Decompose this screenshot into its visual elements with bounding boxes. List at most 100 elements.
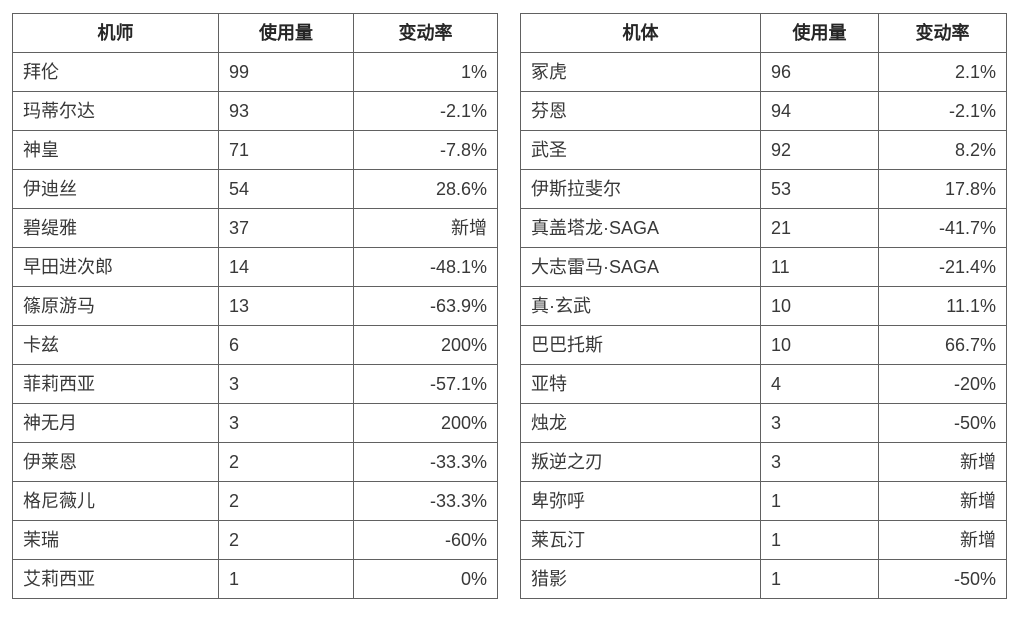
pilot-table-body: 拜伦 99 1% 玛蒂尔达 93 -2.1% 神皇 71 -7.8% 伊迪丝 54 28.6% 碧缇雅 3… bbox=[12, 52, 498, 599]
name-cell: 拜伦 bbox=[12, 52, 219, 92]
table-row: 卡兹 6 200% bbox=[12, 325, 498, 365]
header-row: 机体 使用量 变动率 bbox=[520, 13, 1007, 53]
usage-cell: 99 bbox=[218, 52, 354, 92]
name-cell: 伊斯拉斐尔 bbox=[520, 169, 761, 209]
table-row: 早田进次郎 14 -48.1% bbox=[12, 247, 498, 287]
name-cell: 篠原游马 bbox=[12, 286, 219, 326]
change-cell: 17.8% bbox=[878, 169, 1007, 209]
usage-cell: 53 bbox=[760, 169, 879, 209]
mecha-usage-table: 机体 使用量 变动率 冢虎 96 2.1% 芬恩 94 -2.1% 武圣 92 8.2% 伊斯拉斐尔 5… bbox=[520, 13, 1007, 599]
name-cell: 卡兹 bbox=[12, 325, 219, 365]
header-usage-cell: 使用量 bbox=[218, 13, 354, 53]
name-cell: 猎影 bbox=[520, 559, 761, 599]
usage-cell: 94 bbox=[760, 91, 879, 131]
header-usage-cell: 使用量 bbox=[760, 13, 879, 53]
change-cell: -33.3% bbox=[353, 442, 498, 482]
usage-cell: 96 bbox=[760, 52, 879, 92]
table-row: 冢虎 96 2.1% bbox=[520, 52, 1007, 92]
usage-cell: 13 bbox=[218, 286, 354, 326]
change-cell: 新增 bbox=[353, 208, 498, 248]
table-row: 玛蒂尔达 93 -2.1% bbox=[12, 91, 498, 131]
table-row: 伊莱恩 2 -33.3% bbox=[12, 442, 498, 482]
table-row: 拜伦 99 1% bbox=[12, 52, 498, 92]
pilot-table-header: 机师 使用量 变动率 bbox=[12, 13, 498, 53]
name-cell: 真·玄武 bbox=[520, 286, 761, 326]
table-row: 巴巴托斯 10 66.7% bbox=[520, 325, 1007, 365]
name-cell: 格尼薇儿 bbox=[12, 481, 219, 521]
usage-cell: 1 bbox=[760, 481, 879, 521]
table-row: 真盖塔龙·SAGA 21 -41.7% bbox=[520, 208, 1007, 248]
change-cell: 200% bbox=[353, 325, 498, 365]
usage-cell: 3 bbox=[760, 442, 879, 482]
header-change-cell: 变动率 bbox=[878, 13, 1007, 53]
header-change-cell: 变动率 bbox=[353, 13, 498, 53]
usage-cell: 1 bbox=[760, 520, 879, 560]
change-cell: -2.1% bbox=[878, 91, 1007, 131]
change-cell: -57.1% bbox=[353, 364, 498, 404]
name-cell: 茉瑞 bbox=[12, 520, 219, 560]
usage-cell: 2 bbox=[218, 442, 354, 482]
name-cell: 叛逆之刃 bbox=[520, 442, 761, 482]
name-cell: 真盖塔龙·SAGA bbox=[520, 208, 761, 248]
change-cell: -63.9% bbox=[353, 286, 498, 326]
change-cell: 新增 bbox=[878, 520, 1007, 560]
change-cell: -60% bbox=[353, 520, 498, 560]
name-cell: 神无月 bbox=[12, 403, 219, 443]
name-cell: 伊迪丝 bbox=[12, 169, 219, 209]
usage-cell: 1 bbox=[760, 559, 879, 599]
change-cell: 28.6% bbox=[353, 169, 498, 209]
table-row: 格尼薇儿 2 -33.3% bbox=[12, 481, 498, 521]
table-row: 芬恩 94 -2.1% bbox=[520, 91, 1007, 131]
change-cell: 0% bbox=[353, 559, 498, 599]
usage-cell: 4 bbox=[760, 364, 879, 404]
usage-cell: 11 bbox=[760, 247, 879, 287]
change-cell: -48.1% bbox=[353, 247, 498, 287]
usage-cell: 10 bbox=[760, 325, 879, 365]
table-row: 篠原游马 13 -63.9% bbox=[12, 286, 498, 326]
change-cell: 11.1% bbox=[878, 286, 1007, 326]
name-cell: 伊莱恩 bbox=[12, 442, 219, 482]
name-cell: 大志雷马·SAGA bbox=[520, 247, 761, 287]
usage-cell: 2 bbox=[218, 481, 354, 521]
name-cell: 武圣 bbox=[520, 130, 761, 170]
name-cell: 芬恩 bbox=[520, 91, 761, 131]
change-cell: -50% bbox=[878, 403, 1007, 443]
header-name-cell: 机师 bbox=[12, 13, 219, 53]
change-cell: -41.7% bbox=[878, 208, 1007, 248]
table-row: 茉瑞 2 -60% bbox=[12, 520, 498, 560]
usage-cell: 3 bbox=[760, 403, 879, 443]
table-row: 碧缇雅 37 新增 bbox=[12, 208, 498, 248]
table-row: 武圣 92 8.2% bbox=[520, 130, 1007, 170]
table-row: 伊迪丝 54 28.6% bbox=[12, 169, 498, 209]
table-row: 大志雷马·SAGA 11 -21.4% bbox=[520, 247, 1007, 287]
name-cell: 卑弥呼 bbox=[520, 481, 761, 521]
change-cell: -50% bbox=[878, 559, 1007, 599]
change-cell: -7.8% bbox=[353, 130, 498, 170]
change-cell: -21.4% bbox=[878, 247, 1007, 287]
change-cell: 1% bbox=[353, 52, 498, 92]
change-cell: 新增 bbox=[878, 481, 1007, 521]
name-cell: 莱瓦汀 bbox=[520, 520, 761, 560]
name-cell: 早田进次郎 bbox=[12, 247, 219, 287]
usage-cell: 6 bbox=[218, 325, 354, 365]
table-row: 神无月 3 200% bbox=[12, 403, 498, 443]
header-row: 机师 使用量 变动率 bbox=[12, 13, 498, 53]
usage-cell: 2 bbox=[218, 520, 354, 560]
mecha-table-header: 机体 使用量 变动率 bbox=[520, 13, 1007, 53]
name-cell: 艾莉西亚 bbox=[12, 559, 219, 599]
name-cell: 碧缇雅 bbox=[12, 208, 219, 248]
change-cell: -33.3% bbox=[353, 481, 498, 521]
mecha-table-body: 冢虎 96 2.1% 芬恩 94 -2.1% 武圣 92 8.2% 伊斯拉斐尔 53 17.8% 真盖塔… bbox=[520, 52, 1007, 599]
table-row: 亚特 4 -20% bbox=[520, 364, 1007, 404]
name-cell: 亚特 bbox=[520, 364, 761, 404]
usage-cell: 3 bbox=[218, 364, 354, 404]
table-row: 烛龙 3 -50% bbox=[520, 403, 1007, 443]
usage-cell: 1 bbox=[218, 559, 354, 599]
usage-cell: 54 bbox=[218, 169, 354, 209]
change-cell: 8.2% bbox=[878, 130, 1007, 170]
change-cell: 200% bbox=[353, 403, 498, 443]
usage-cell: 3 bbox=[218, 403, 354, 443]
table-row: 真·玄武 10 11.1% bbox=[520, 286, 1007, 326]
table-row: 菲莉西亚 3 -57.1% bbox=[12, 364, 498, 404]
name-cell: 巴巴托斯 bbox=[520, 325, 761, 365]
